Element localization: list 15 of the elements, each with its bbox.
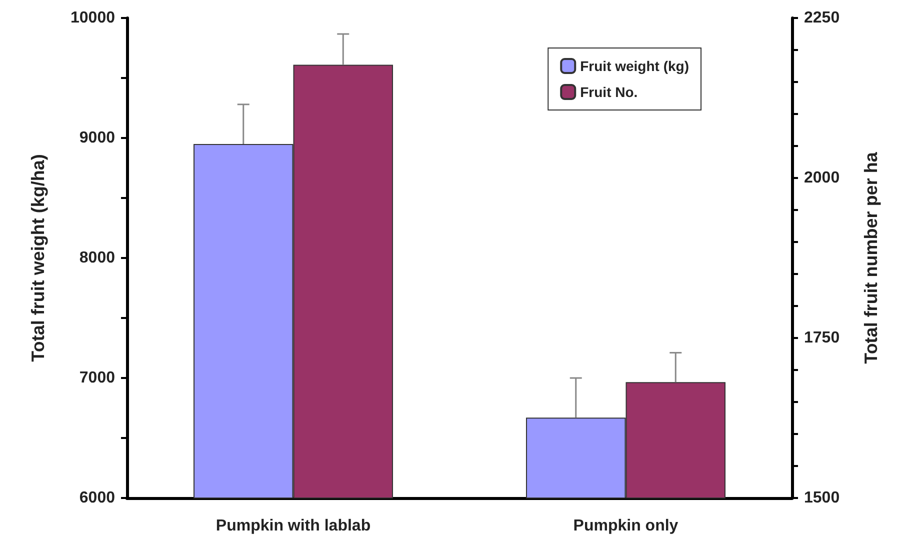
y2-tick-label: 2000 — [804, 170, 840, 186]
legend-label: Fruit No. — [580, 84, 638, 100]
y-tick-label: 9000 — [79, 130, 116, 146]
y-tick-label: 8000 — [79, 250, 116, 266]
legend-label: Fruit weight (kg) — [580, 58, 690, 74]
y-axis-title: Total fruit weight (kg/ha) — [28, 154, 48, 362]
y-tick-label: 7000 — [79, 370, 116, 386]
x-tick-label: Pumpkin with lablab — [216, 518, 371, 534]
y2-tick-label: 1500 — [804, 490, 840, 506]
y2-tick-label: 2250 — [804, 10, 840, 26]
y2-tick-label: 1750 — [804, 330, 840, 346]
y2-axis-title: Total fruit number per ha — [861, 151, 881, 364]
y-tick-label: 10000 — [70, 10, 116, 26]
y-tick-label: 6000 — [79, 490, 116, 506]
x-tick-label: Pumpkin only — [573, 518, 678, 534]
